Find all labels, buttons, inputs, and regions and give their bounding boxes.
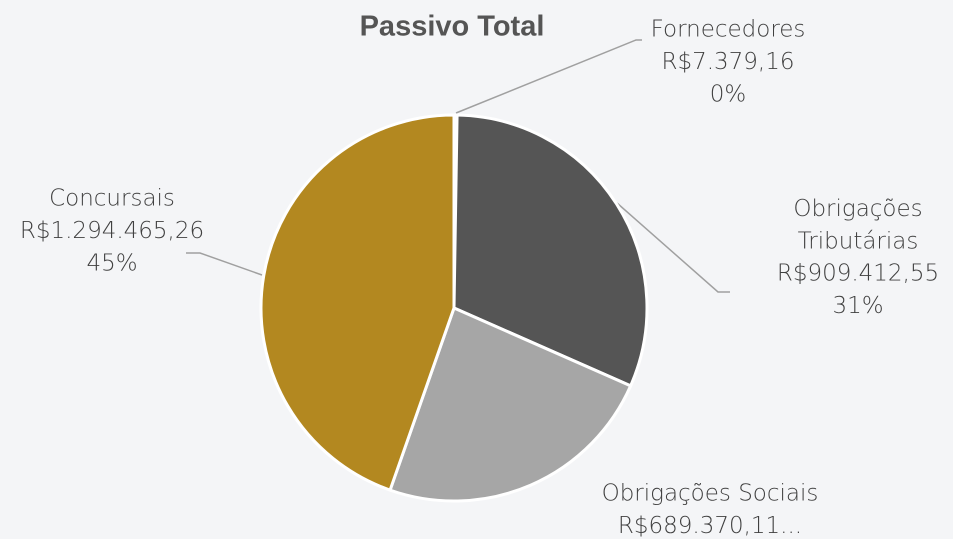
value-label: R$7.379,16 bbox=[661, 49, 794, 75]
percent-label: 0% bbox=[710, 82, 747, 108]
value-label: R$1.294.465,26 bbox=[20, 218, 204, 244]
pie-slice bbox=[452, 113, 649, 388]
chart-title: Passivo Total bbox=[360, 11, 545, 43]
leader-line bbox=[616, 202, 730, 293]
category-label: Fornecedores bbox=[651, 17, 806, 43]
category-label: Obrigações Tributárias bbox=[793, 196, 922, 255]
leader-line bbox=[186, 252, 263, 276]
category-label: Obrigações Sociais bbox=[602, 481, 819, 507]
category-label: Concursais bbox=[49, 186, 175, 212]
percent-label: 31% bbox=[832, 293, 883, 319]
pie-slice bbox=[259, 113, 456, 493]
percent-label: 45% bbox=[86, 251, 137, 277]
value-label: R$689.370,11... bbox=[618, 513, 802, 539]
value-label: R$909.412,55 bbox=[777, 261, 939, 287]
pie-slice bbox=[388, 305, 633, 503]
leader-line bbox=[455, 39, 642, 114]
